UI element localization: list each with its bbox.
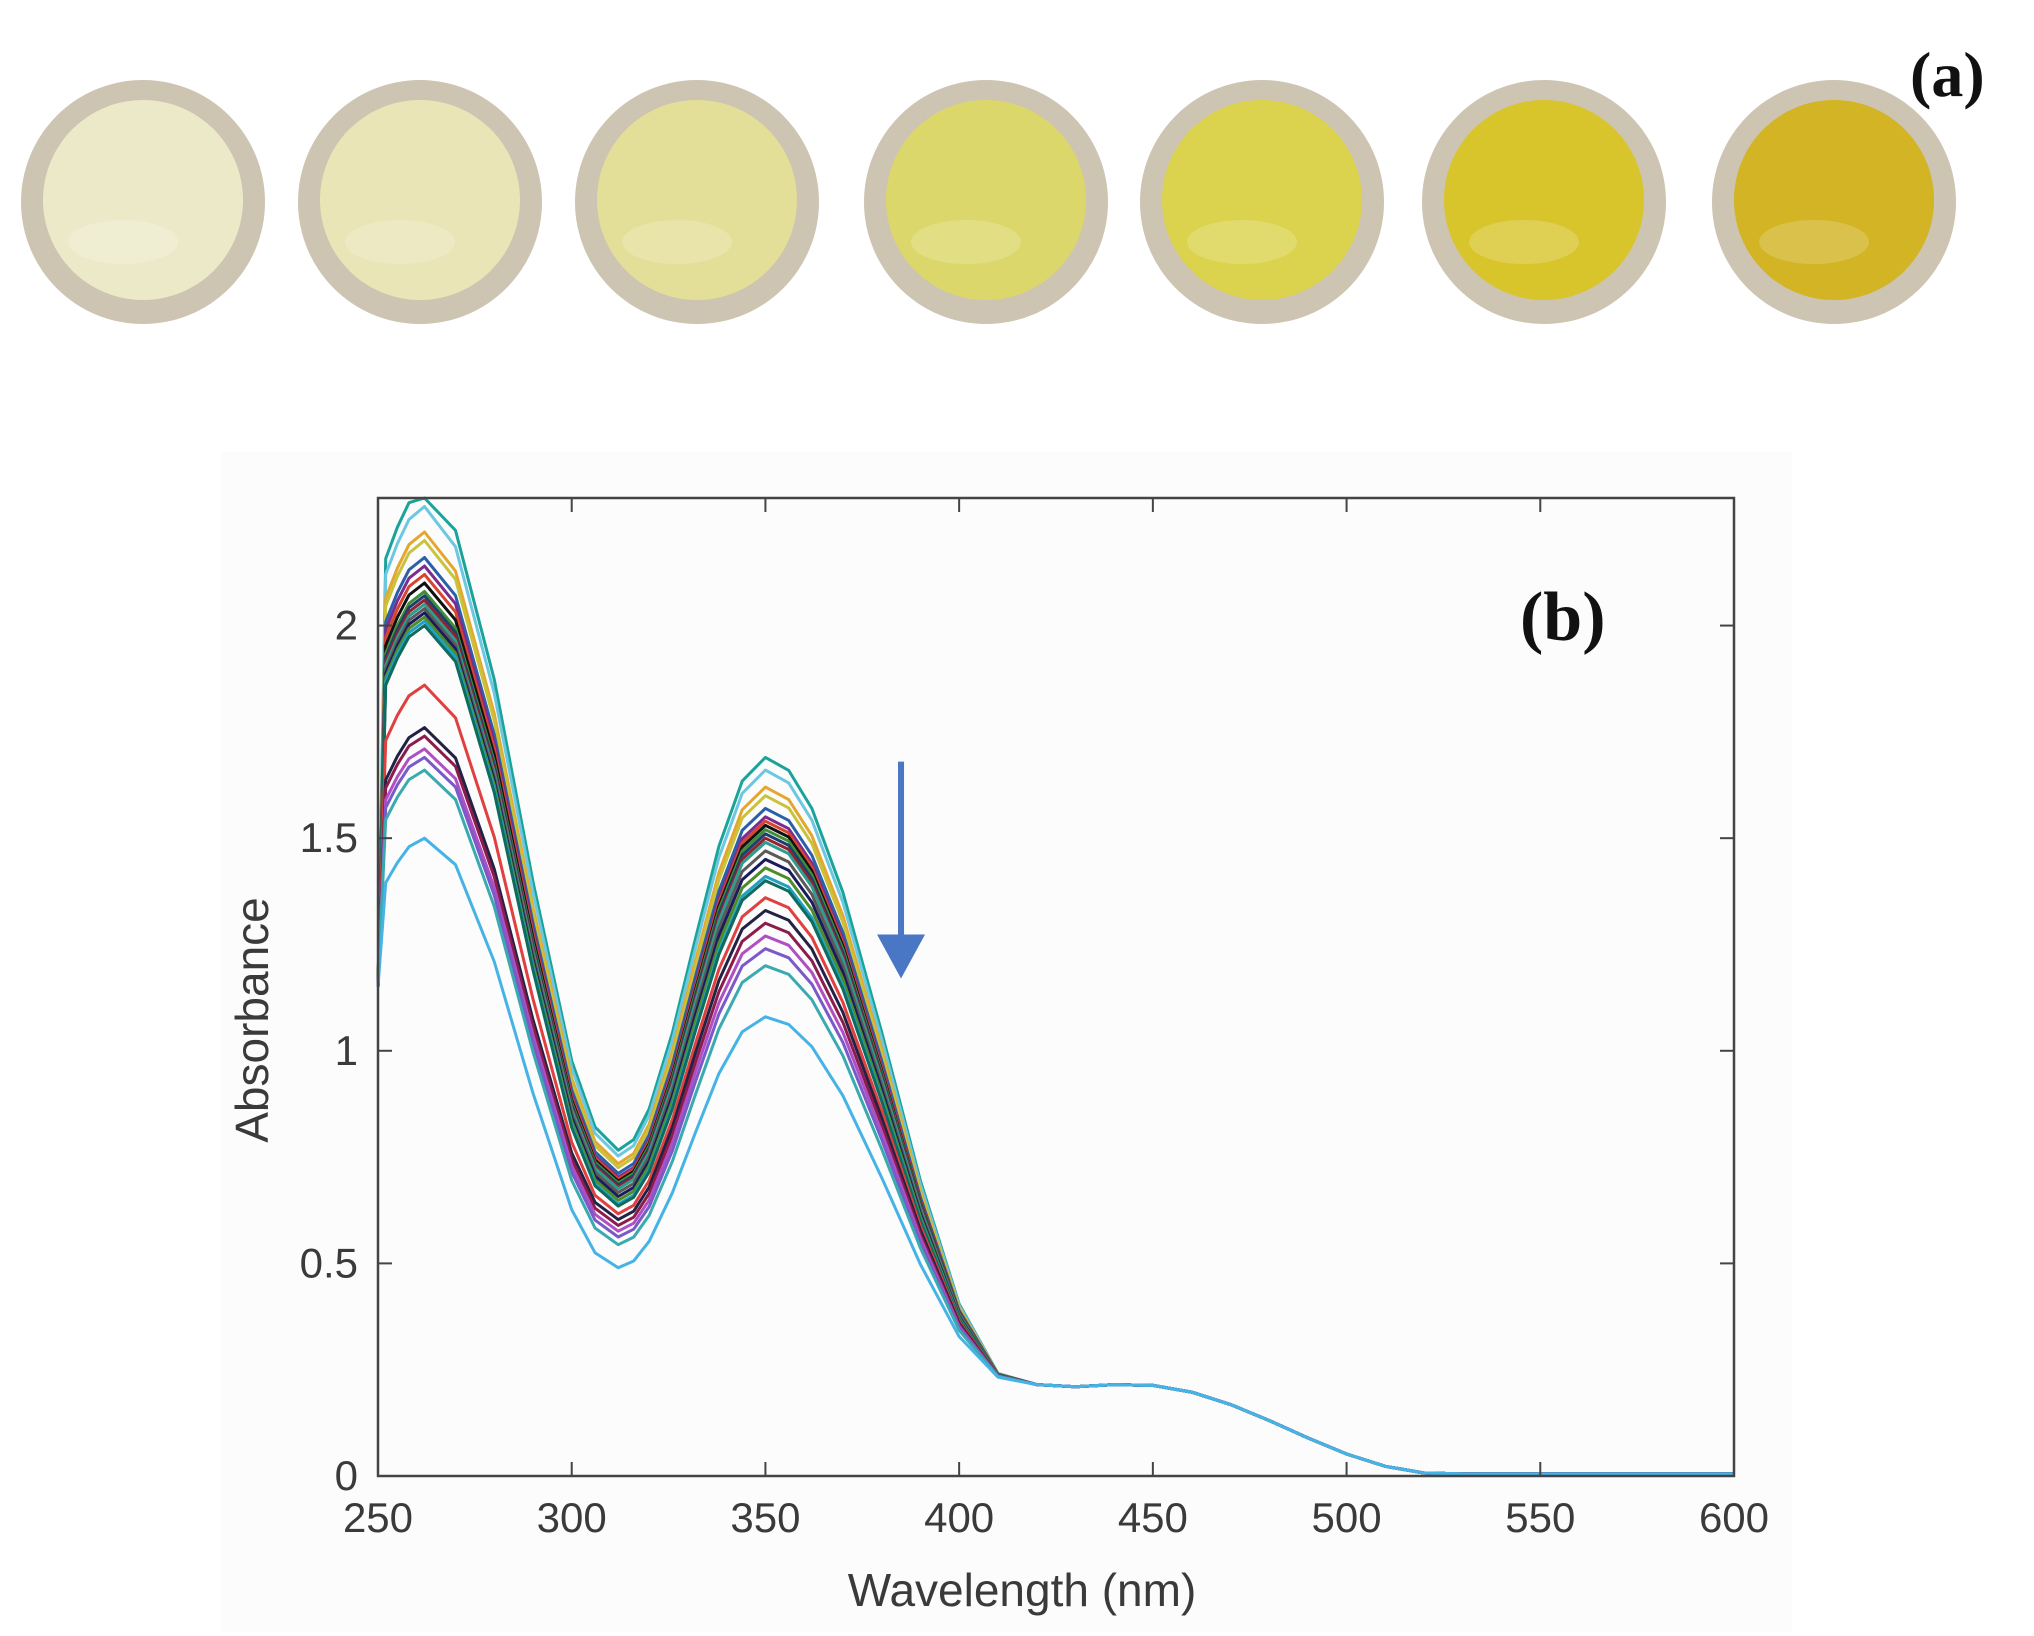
disc-sample — [1444, 100, 1644, 300]
x-tick-label: 600 — [1699, 1494, 1769, 1541]
disc-highlight — [1187, 220, 1297, 264]
panel-a-photos: (a) — [21, 39, 1985, 324]
spectra-series — [376, 496, 1734, 1476]
y-tick-label: 2 — [335, 602, 358, 649]
sample-disc-3 — [575, 80, 819, 324]
panel-b-label: (b) — [1520, 579, 1606, 656]
disc-highlight — [911, 220, 1021, 264]
sample-disc-4 — [864, 80, 1108, 324]
x-tick-label: 400 — [924, 1494, 994, 1541]
x-axis-label: Wavelength (nm) — [848, 1564, 1197, 1616]
series-line-24 — [376, 836, 1734, 1476]
plot-area-border — [376, 496, 1736, 1478]
arrow-head — [877, 934, 926, 979]
x-tick-label: 300 — [537, 1494, 607, 1541]
disc-highlight — [1759, 220, 1869, 264]
x-tick-label: 250 — [343, 1494, 413, 1541]
sample-disc-7 — [1712, 80, 1956, 324]
sample-disc-2 — [298, 80, 542, 324]
panel-a-label: (a) — [1910, 39, 1985, 110]
y-tick-label: 0 — [335, 1452, 358, 1499]
disc-sample — [1734, 100, 1934, 300]
sample-disc-6 — [1422, 80, 1666, 324]
disc-highlight — [1469, 220, 1579, 264]
disc-sample — [43, 100, 243, 300]
disc-highlight — [68, 220, 178, 264]
y-axis-label: Absorbance — [226, 897, 278, 1143]
disc-sample — [1162, 100, 1362, 300]
y-tick-label: 1 — [335, 1027, 358, 1074]
disc-highlight — [345, 220, 455, 264]
disc-sample — [886, 100, 1086, 300]
x-tick-label: 350 — [730, 1494, 800, 1541]
x-axis: 250 300 350 400 450 500 550 600 — [343, 498, 1769, 1541]
y-tick-label: 1.5 — [300, 814, 358, 861]
disc-highlight — [622, 220, 732, 264]
x-tick-label: 450 — [1118, 1494, 1188, 1541]
disc-sample — [597, 100, 797, 300]
disc-sample — [320, 100, 520, 300]
decrease-arrow — [877, 761, 926, 979]
y-axis: 0 0.5 1 1.5 2 — [300, 602, 1734, 1499]
sample-disc-5 — [1140, 80, 1384, 324]
x-tick-label: 500 — [1312, 1494, 1382, 1541]
x-tick-label: 550 — [1505, 1494, 1575, 1541]
y-tick-label: 0.5 — [300, 1239, 358, 1286]
sample-disc-1 — [21, 80, 265, 324]
